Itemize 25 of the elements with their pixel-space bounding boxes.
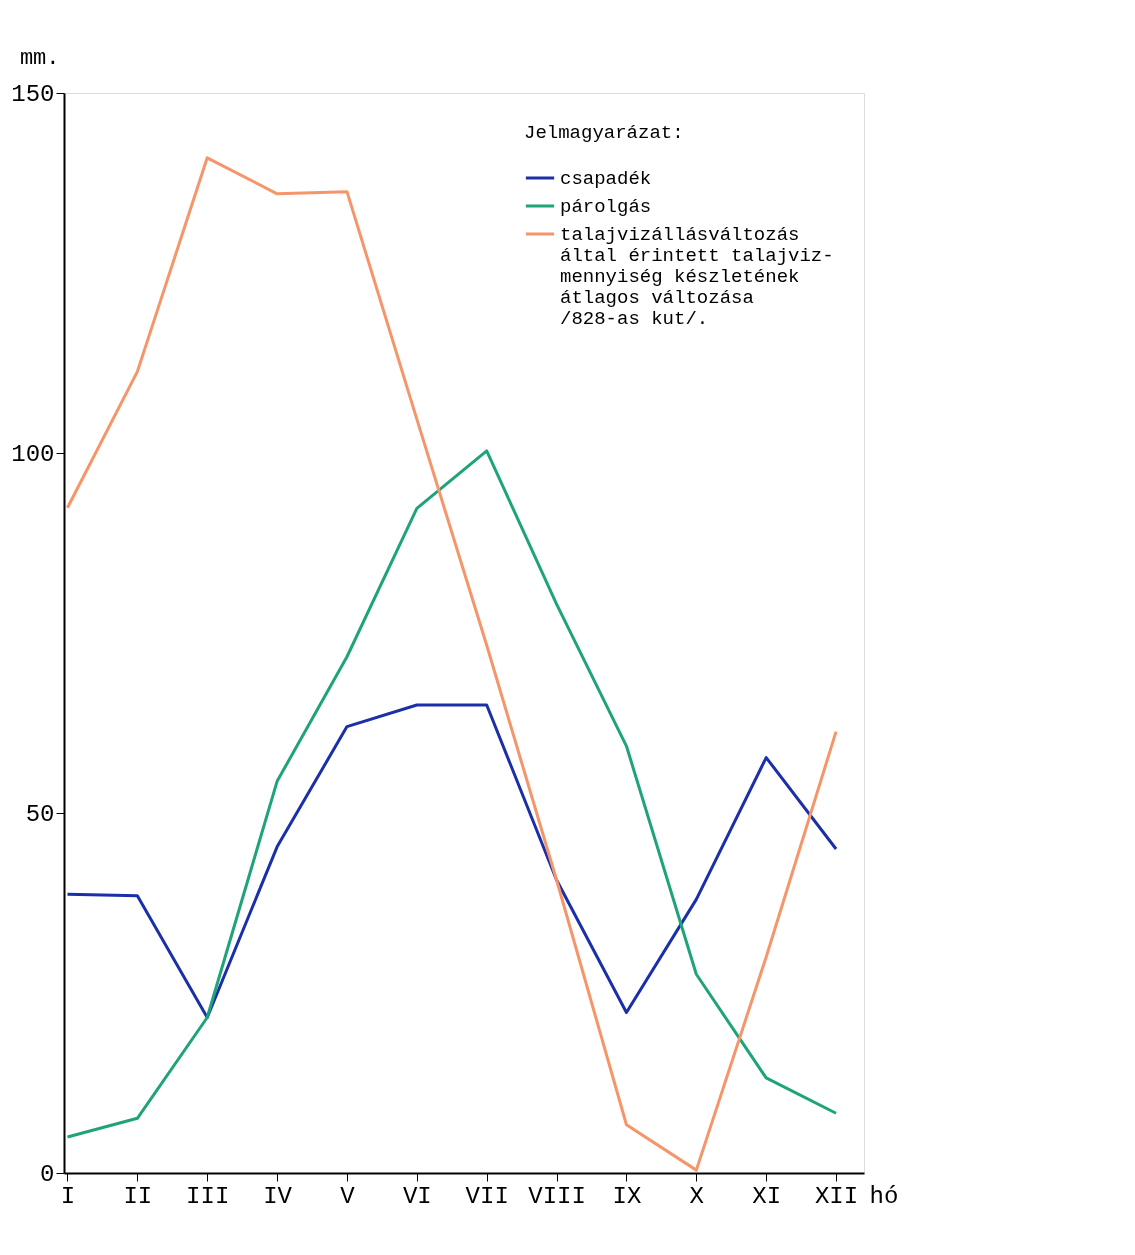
y-tick-label: 0 [40, 1160, 55, 1188]
legend-title: Jelmagyarázat: [524, 122, 684, 144]
y-axis-title: mm. [19, 45, 60, 71]
x-tick-label: XII [814, 1182, 859, 1210]
y-tick-label: 100 [11, 440, 55, 468]
line-series [65, 156, 838, 1172]
legend-label: csapadék [560, 168, 652, 190]
y-tick-label: 150 [11, 80, 55, 108]
x-tick-label: VIII [528, 1182, 586, 1210]
line-series [65, 703, 838, 1019]
x-tick-label: II [123, 1182, 153, 1210]
x-tick-label: I [60, 1182, 76, 1210]
y-tick-label: 50 [25, 800, 55, 828]
x-tick-label: X [689, 1182, 705, 1210]
x-tick-label: IX [612, 1182, 642, 1210]
x-tick-label: VI [402, 1182, 432, 1210]
x-tick-label: V [340, 1182, 356, 1210]
legend-label: párolgás [560, 196, 652, 218]
x-tick-label: IV [263, 1182, 293, 1210]
x-tick-label: III [186, 1182, 230, 1210]
x-axis-title: hó [869, 1182, 899, 1210]
x-tick-label: VII [465, 1182, 509, 1210]
legend-label: talajvizállásváltozás által érintett talajviz- mennyiség készletének átlagos változása /828-as kut/. [560, 224, 834, 330]
line-series [65, 449, 838, 1139]
x-tick-label: XI [752, 1182, 782, 1210]
